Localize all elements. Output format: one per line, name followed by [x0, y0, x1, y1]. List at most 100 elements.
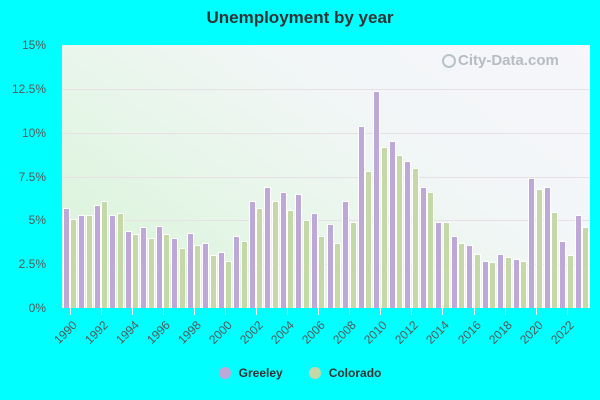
- chart-title: Unemployment by year: [206, 8, 394, 27]
- bar-colorado-2023[interactable]: [582, 227, 590, 308]
- bar-colorado-2006[interactable]: [318, 236, 326, 308]
- bar-greeley-1998[interactable]: [186, 232, 194, 308]
- bar-greeley-2011[interactable]: [388, 141, 396, 308]
- bar-colorado-1993[interactable]: [116, 213, 124, 308]
- bar-colorado-1991[interactable]: [85, 215, 93, 308]
- bar-greeley-2018[interactable]: [497, 253, 505, 308]
- bar-greeley-2009[interactable]: [357, 125, 365, 308]
- bar-colorado-2022[interactable]: [566, 255, 574, 308]
- bar-colorado-2012[interactable]: [411, 167, 419, 308]
- legend-item-colorado[interactable]: Colorado: [308, 366, 381, 380]
- watermark: City-Data.com: [442, 52, 559, 69]
- bar-colorado-2011[interactable]: [396, 155, 404, 308]
- bar-colorado-2018[interactable]: [504, 257, 512, 308]
- x-tick-label: 2014: [423, 318, 453, 347]
- x-tick: [411, 308, 413, 315]
- x-tick: [473, 308, 475, 315]
- bar-greeley-2002[interactable]: [248, 201, 256, 308]
- x-tick: [194, 308, 195, 315]
- bar-greeley-1999[interactable]: [202, 243, 210, 308]
- bar-greeley-2010[interactable]: [373, 90, 381, 308]
- bar-colorado-2016[interactable]: [473, 253, 481, 308]
- legend: Greeley Colorado: [0, 366, 600, 380]
- bar-colorado-2014[interactable]: [442, 222, 450, 308]
- bar-colorado-2020[interactable]: [535, 188, 543, 308]
- bar-colorado-2009[interactable]: [365, 171, 373, 308]
- bar-greeley-2007[interactable]: [326, 223, 334, 308]
- bar-colorado-2017[interactable]: [489, 262, 497, 308]
- bar-colorado-1995[interactable]: [147, 237, 155, 308]
- x-tick: [318, 308, 320, 315]
- x-tick: [100, 308, 102, 315]
- bar-greeley-1994[interactable]: [124, 230, 132, 308]
- bar-greeley-2000[interactable]: [217, 251, 225, 308]
- bar-colorado-1994[interactable]: [132, 234, 140, 308]
- bar-greeley-2008[interactable]: [342, 201, 350, 308]
- bar-colorado-1990[interactable]: [70, 218, 77, 308]
- x-tick: [349, 308, 351, 315]
- bar-greeley-2022[interactable]: [559, 241, 567, 308]
- bar-greeley-1990[interactable]: [62, 208, 70, 308]
- gridline: [62, 88, 590, 90]
- bar-colorado-2013[interactable]: [427, 192, 435, 308]
- x-tick: [287, 308, 289, 315]
- bar-greeley-2021[interactable]: [543, 187, 551, 308]
- x-tick-label: 2008: [330, 318, 360, 347]
- bar-colorado-2001[interactable]: [240, 241, 248, 308]
- x-tick-label: 2018: [485, 318, 515, 347]
- x-tick: [504, 308, 506, 315]
- x-tick-label: 2020: [516, 318, 546, 347]
- bar-colorado-2021[interactable]: [551, 211, 559, 308]
- bar-greeley-2005[interactable]: [295, 194, 303, 308]
- y-tick-label: 15%: [21, 38, 46, 52]
- x-tick: [162, 308, 164, 315]
- bar-greeley-2004[interactable]: [279, 192, 287, 308]
- x-tick-label: 2000: [206, 318, 235, 347]
- x-tick-label: 2012: [392, 318, 422, 347]
- bar-colorado-1999[interactable]: [209, 255, 217, 308]
- x-tick: [380, 308, 382, 315]
- bar-greeley-2014[interactable]: [435, 222, 443, 308]
- bar-greeley-2013[interactable]: [419, 187, 427, 308]
- bar-greeley-1996[interactable]: [155, 225, 163, 308]
- bar-colorado-1992[interactable]: [101, 201, 109, 308]
- bar-colorado-2003[interactable]: [271, 201, 279, 308]
- bar-greeley-2012[interactable]: [404, 160, 412, 308]
- x-tick-label: 1994: [112, 318, 142, 347]
- x-tick-label: 1990: [50, 318, 80, 347]
- bar-greeley-2019[interactable]: [512, 258, 520, 308]
- bar-greeley-1995[interactable]: [140, 227, 148, 308]
- y-tick-label: 0%: [28, 301, 46, 315]
- bar-greeley-2015[interactable]: [450, 236, 458, 308]
- bar-colorado-2000[interactable]: [225, 260, 233, 308]
- bar-colorado-2005[interactable]: [302, 220, 310, 308]
- plot-area: City-Data.com: [62, 45, 590, 308]
- bar-colorado-1998[interactable]: [194, 244, 202, 308]
- bar-greeley-1991[interactable]: [78, 215, 86, 308]
- x-tick: [69, 308, 71, 315]
- bar-colorado-2004[interactable]: [287, 209, 295, 308]
- bar-greeley-2003[interactable]: [264, 187, 272, 308]
- bar-greeley-2017[interactable]: [481, 260, 489, 308]
- bar-colorado-1997[interactable]: [178, 248, 186, 308]
- gridline: [62, 220, 590, 222]
- bar-greeley-2023[interactable]: [574, 215, 582, 308]
- bar-colorado-2008[interactable]: [349, 222, 357, 308]
- legend-item-greeley[interactable]: Greeley: [218, 366, 283, 380]
- bar-greeley-2006[interactable]: [310, 213, 318, 308]
- x-tick-label: 2010: [361, 318, 391, 347]
- bar-colorado-2010[interactable]: [380, 146, 388, 308]
- bar-colorado-2007[interactable]: [334, 243, 341, 308]
- bar-greeley-1993[interactable]: [109, 215, 117, 308]
- x-tick-label: 2002: [237, 318, 267, 347]
- bar-greeley-1997[interactable]: [171, 237, 179, 308]
- bar-greeley-2001[interactable]: [233, 236, 241, 308]
- x-tick: [535, 308, 537, 315]
- bar-colorado-2019[interactable]: [520, 260, 528, 308]
- bar-colorado-2015[interactable]: [458, 243, 466, 308]
- bar-greeley-2016[interactable]: [466, 244, 474, 308]
- bar-colorado-2002[interactable]: [256, 208, 264, 308]
- bar-colorado-1996[interactable]: [163, 234, 171, 308]
- bar-greeley-2020[interactable]: [528, 178, 536, 308]
- bar-greeley-1992[interactable]: [93, 204, 101, 308]
